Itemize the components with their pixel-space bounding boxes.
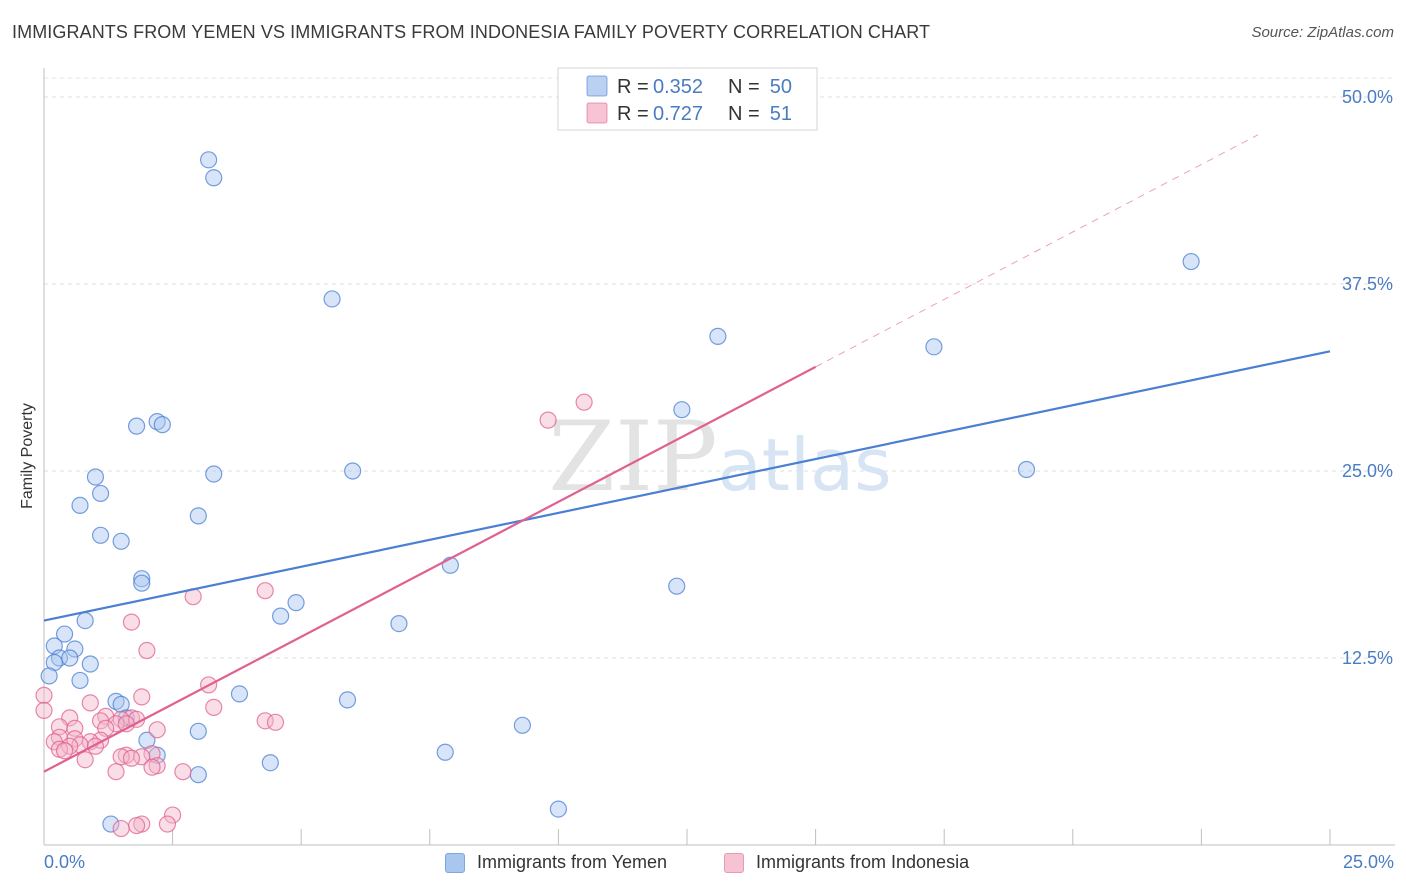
- data-point-yemen: [189, 722, 207, 740]
- data-point-indonesia: [122, 749, 141, 767]
- data-point-yemen: [668, 577, 686, 595]
- data-point-yemen: [91, 526, 110, 544]
- data-point-indonesia: [174, 763, 192, 781]
- y-tick-label: 50.0%: [1342, 87, 1393, 107]
- data-point-yemen: [189, 507, 207, 525]
- data-point-yemen: [71, 496, 89, 515]
- bottom-legend-item-yemen[interactable]: Immigrants from Yemen: [445, 852, 667, 873]
- bottom-legend: Immigrants from Yemen Immigrants from In…: [0, 848, 1406, 880]
- data-point-indonesia: [133, 688, 151, 706]
- data-point-yemen: [1017, 460, 1036, 479]
- data-point-yemen: [112, 532, 130, 550]
- data-point-yemen: [81, 655, 99, 673]
- data-point-yemen: [205, 465, 223, 483]
- data-point-yemen: [76, 611, 94, 630]
- data-point-yemen: [272, 607, 290, 625]
- data-point-yemen: [436, 743, 454, 761]
- data-point-indonesia: [148, 721, 166, 739]
- y-tick-label: 12.5%: [1342, 648, 1393, 668]
- yemen-swatch-icon: [445, 852, 465, 873]
- data-point-indonesia: [158, 815, 177, 833]
- data-point-indonesia: [256, 582, 274, 600]
- data-point-yemen: [40, 667, 58, 685]
- data-point-indonesia: [164, 806, 182, 824]
- legend-n-value: 50: [770, 76, 792, 98]
- data-point-indonesia: [138, 641, 156, 660]
- data-point-indonesia: [55, 742, 74, 760]
- legend-box: R = 0.352 N = 50 R = 0.727 N = 51: [557, 67, 818, 131]
- legend-swatch-indonesia: [586, 102, 608, 124]
- data-point-yemen: [323, 290, 341, 308]
- chart-title: IMMIGRANTS FROM YEMEN VS IMMIGRANTS FROM…: [12, 22, 931, 42]
- x-tick-label-min: 0.0%: [44, 852, 86, 872]
- legend-r-label: R =: [617, 103, 649, 125]
- data-point-yemen: [261, 754, 279, 772]
- data-point-yemen: [133, 570, 151, 588]
- data-point-yemen: [133, 574, 151, 592]
- series-yemen: [40, 151, 1200, 833]
- y-tick-label: 37.5%: [1342, 274, 1393, 294]
- data-point-yemen: [1182, 252, 1200, 271]
- bottom-legend-label-yemen: Immigrants from Yemen: [477, 852, 668, 872]
- data-point-yemen: [55, 625, 74, 643]
- data-point-yemen: [86, 468, 105, 486]
- data-point-indonesia: [205, 698, 223, 716]
- data-point-indonesia: [35, 686, 53, 705]
- data-point-indonesia: [127, 816, 146, 835]
- trendline-indonesia: [43, 365, 817, 773]
- bottom-legend-label-indonesia: Immigrants from Indonesia: [756, 852, 970, 872]
- data-point-yemen: [287, 594, 305, 612]
- data-point-indonesia: [107, 763, 125, 781]
- legend-n-label: N =: [728, 76, 760, 98]
- data-point-indonesia: [122, 613, 141, 631]
- data-point-yemen: [189, 766, 207, 784]
- y-tick-label: 25.0%: [1342, 461, 1393, 481]
- data-point-indonesia: [539, 411, 557, 429]
- bottom-legend-item-indonesia[interactable]: Immigrants from Indonesia: [724, 852, 969, 873]
- data-point-yemen: [200, 151, 218, 169]
- legend-r-value: 0.352: [653, 76, 703, 98]
- data-point-yemen: [549, 800, 568, 818]
- x-tick-label-max: 25.0%: [1342, 852, 1394, 872]
- legend-swatch-yemen: [586, 75, 608, 97]
- data-point-yemen: [673, 401, 691, 419]
- watermark: ZIPatlas: [548, 401, 891, 513]
- data-point-yemen: [925, 338, 943, 356]
- data-point-yemen: [230, 685, 249, 703]
- data-point-yemen: [153, 416, 171, 434]
- indonesia-swatch-icon: [724, 852, 744, 873]
- data-point-yemen: [709, 327, 727, 345]
- data-point-yemen: [71, 671, 89, 690]
- series-indonesia: [35, 393, 593, 838]
- data-point-yemen: [390, 614, 408, 633]
- data-point-yemen: [127, 417, 146, 435]
- legend-r-value: 0.727: [653, 103, 703, 125]
- data-point-indonesia: [143, 758, 161, 776]
- legend-n-label: N =: [728, 103, 760, 125]
- data-point-indonesia: [81, 694, 99, 712]
- trendline-yemen: [43, 350, 1331, 622]
- data-point-yemen: [102, 815, 120, 833]
- data-point-yemen: [66, 640, 84, 658]
- data-point-yemen: [513, 716, 531, 734]
- legend-n-value: 51: [770, 103, 792, 125]
- data-point-yemen: [338, 691, 357, 709]
- chart-source: Source: ZipAtlas.com: [1251, 24, 1394, 41]
- trendline-extension-indonesia: [815, 134, 1259, 368]
- data-point-yemen: [91, 484, 110, 503]
- data-point-indonesia: [575, 393, 593, 411]
- data-point-indonesia: [266, 713, 285, 731]
- data-point-indonesia: [35, 701, 53, 719]
- data-point-yemen: [148, 413, 166, 431]
- data-point-yemen: [107, 692, 125, 710]
- data-point-yemen: [344, 462, 362, 480]
- legend-r-label: R =: [617, 76, 649, 98]
- data-point-yemen: [61, 649, 79, 667]
- data-point-indonesia: [76, 751, 94, 769]
- data-point-indonesia: [112, 819, 130, 838]
- data-point-yemen: [205, 169, 223, 187]
